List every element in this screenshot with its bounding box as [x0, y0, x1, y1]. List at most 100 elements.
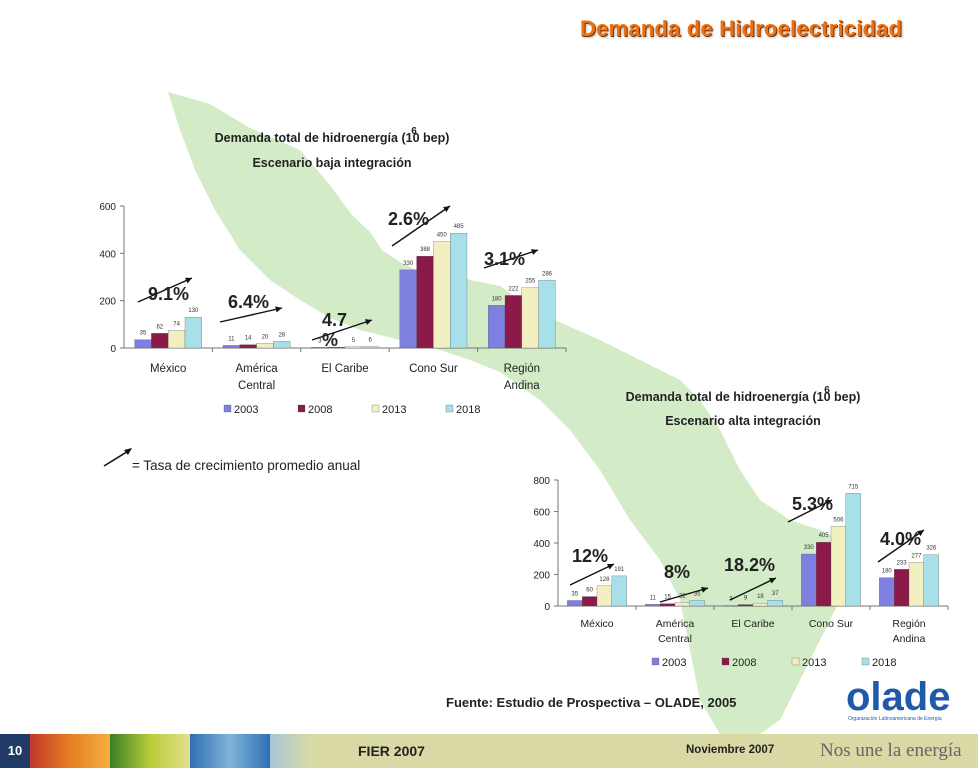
chart1-data-label: 330: [403, 261, 414, 267]
chart1-bar-2018: [361, 346, 379, 349]
footer-wind-image: [110, 734, 190, 768]
chart1-bar-2013: [168, 330, 186, 349]
chart1-bar-2008: [239, 344, 257, 349]
chart1-category-label: América: [236, 363, 279, 375]
chart1-data-label: 3: [318, 338, 322, 344]
chart2-category-label: América: [656, 618, 695, 630]
chart2-category-label: Región: [892, 618, 925, 630]
chart2-legend-swatch-2018: [861, 657, 870, 666]
chart2-growth-arrow-head: [825, 500, 832, 506]
page-title: Demanda de Hidroelectricidad: [580, 16, 903, 41]
chart2-legend-swatch-2008: [721, 657, 730, 666]
chart2-bar-2003: [801, 553, 817, 607]
chart2-growth-arrow-head: [917, 530, 924, 537]
chart1-growth-arrow: [219, 307, 283, 323]
chart2-legend-label: 2008: [732, 657, 756, 669]
chart2-category-label: El Caribe: [731, 618, 774, 630]
chart2-bar-2018: [767, 600, 783, 607]
chart1-bar-2018: [273, 341, 291, 349]
chart2-growth-arrow-head: [701, 586, 708, 593]
chart1-legend-swatch-2008: [297, 404, 306, 413]
chart2-bar-2003: [567, 600, 583, 607]
chart1-title-line1: Demanda total de hidroenergía (10 bep): [215, 131, 450, 145]
chart2-bar-2018: [611, 575, 627, 607]
chart1-growth-rate: %: [322, 330, 338, 350]
chart2-data-label: 233: [897, 560, 908, 566]
chart2-legend-label: 2013: [802, 657, 826, 669]
chart2-growth-arrow: [787, 499, 833, 523]
chart2-growth-rate: 5.3%: [792, 494, 833, 514]
chart2-growth-arrow-head: [607, 563, 614, 570]
chart2-bar-2013: [674, 602, 690, 607]
chart2-title-line2: Escenario alta integración: [665, 414, 821, 428]
chart2-y-tick-label: 0: [544, 602, 550, 613]
chart2-data-label: 405: [819, 533, 830, 539]
chart2-data-label: 18: [757, 594, 764, 600]
chart2-data-label: 35: [571, 591, 578, 597]
chart2-legend-label: 2018: [872, 657, 896, 669]
chart1-growth-arrow-head: [365, 319, 372, 325]
chart1-data-label: 286: [542, 271, 553, 277]
chart2-bar-2013: [596, 585, 612, 607]
chart1-data-label: 222: [508, 286, 519, 292]
chart1-bar-2003: [222, 345, 240, 349]
olade-logo-word: olade: [846, 678, 950, 719]
chart1-bar-2003: [488, 305, 506, 349]
chart2-y-tick-label: 400: [533, 539, 550, 550]
chart2-bar-2003: [879, 577, 895, 607]
chart2-bar-2018: [689, 600, 705, 607]
chart2-data-label: 9: [744, 596, 748, 602]
chart1-growth-rate: 6.4%: [228, 292, 269, 312]
chart1-data-label: 6: [369, 338, 373, 344]
chart1-legend-label: 2018: [456, 404, 480, 416]
chart1-bar-2013: [344, 346, 362, 349]
chart2-title-superscript: 6: [824, 385, 830, 396]
chart1-data-label: 5: [352, 338, 356, 344]
chart1-category-label: Andina: [504, 380, 540, 392]
chart2-data-label: 35: [694, 591, 701, 597]
chart2-growth-arrow: [729, 577, 777, 601]
chart1-y-tick-label: 200: [99, 297, 116, 308]
olade-logo-subtitle: Organización Latinoamericana de Energía: [848, 716, 942, 722]
chart2-growth-arrow: [569, 563, 615, 586]
chart1-y-tick-label: 600: [99, 202, 116, 213]
chart1-legend-swatch-2018: [445, 404, 454, 413]
chart2-data-label: 22: [679, 594, 686, 600]
olade-logo: olade Organización Latinoamericana de En…: [846, 678, 950, 722]
chart2-growth-rate: 18.2%: [724, 555, 775, 575]
chart2-category-label: Cono Sur: [809, 618, 854, 630]
chart1-legend-swatch-2013: [371, 404, 380, 413]
chart1-category-label: El Caribe: [321, 363, 368, 375]
chart2-category-label: Central: [658, 633, 692, 645]
chart2-category-label: México: [580, 618, 613, 630]
chart1-growth-rate: 4.7: [322, 310, 347, 330]
chart1-growth-arrow: [483, 249, 539, 269]
chart2-bar-2008: [894, 569, 910, 607]
chart2-data-label: 180: [882, 569, 893, 575]
chart1-data-label: 450: [437, 233, 448, 239]
chart2-data-label: 15: [664, 595, 671, 601]
chart2-data-label: 326: [926, 546, 937, 552]
chart1-bar-2013: [521, 287, 539, 349]
chart1-growth-arrow: [391, 205, 451, 247]
chart1-data-label: 11: [228, 336, 235, 342]
footer-date: Noviembre 2007: [686, 744, 775, 756]
chart2-data-label: 128: [599, 577, 610, 583]
chart1-y-tick-label: 400: [99, 249, 116, 260]
chart1-bar-2008: [504, 295, 522, 349]
chart1-data-label: 180: [492, 296, 503, 302]
source-note: Fuente: Estudio de Prospectiva – OLADE, …: [446, 695, 737, 710]
chart1-legend-label: 2013: [382, 404, 406, 416]
chart1-data-label: 388: [420, 247, 431, 253]
chart1-bar-2008: [416, 256, 434, 349]
footer-slogan: Nos une la energía: [820, 740, 962, 761]
map-shape-north: [168, 92, 860, 734]
chart1-legend-label: 2003: [234, 404, 258, 416]
chart1-bar-2003: [399, 269, 417, 349]
chart2-data-label: 191: [614, 567, 625, 573]
chart1-data-label: 74: [173, 321, 180, 327]
growth-rate-legend-text: = Tasa de crecimiento promedio anual: [132, 458, 361, 473]
chart2-growth-rate: 12%: [572, 546, 608, 566]
chart2-data-label: 506: [833, 517, 844, 523]
chart2-y-tick-label: 200: [533, 571, 550, 582]
